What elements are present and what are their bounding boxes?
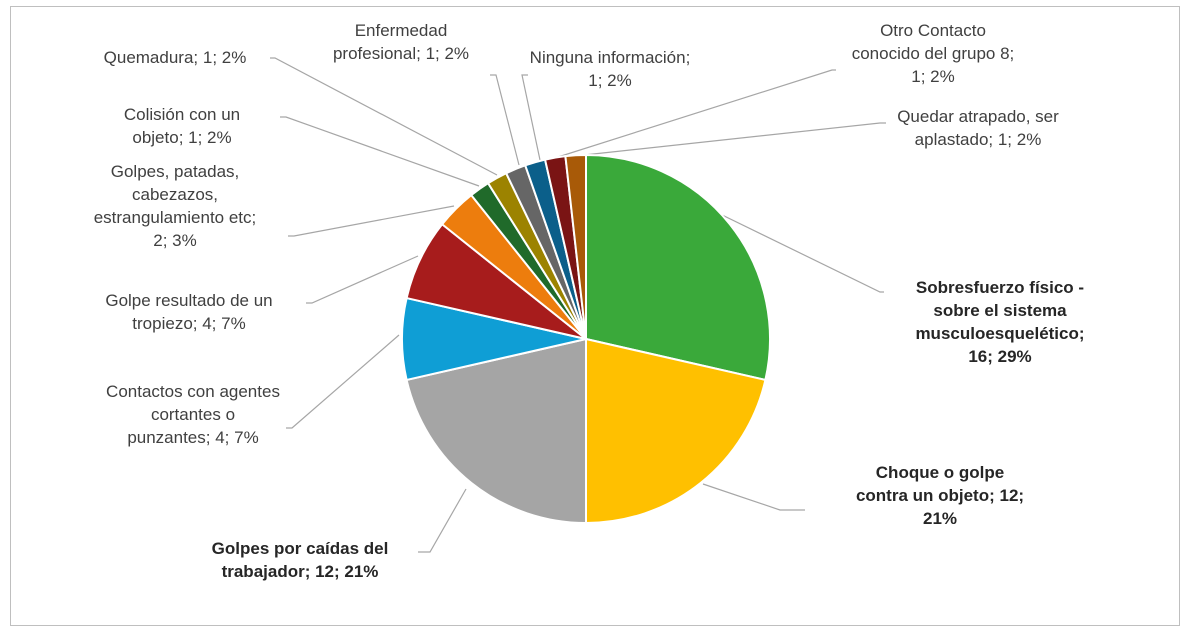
- leader-line-10: [557, 69, 836, 158]
- leader-line-3: [286, 334, 400, 429]
- data-label-5: Golpes, patadas, cabezazos, estrangulami…: [93, 162, 257, 250]
- pie-slice-11: [564, 153, 587, 340]
- data-label-7: Quemadura; 1; 2%: [103, 48, 247, 67]
- leader-line-11: [574, 122, 886, 157]
- leader-line-1: [702, 483, 805, 511]
- data-label-6: Colisión con un objeto; 1; 2%: [123, 105, 241, 147]
- leader-line-7: [270, 57, 498, 176]
- data-label-2: Golpes por caídas del trabajador; 12; 21…: [211, 539, 389, 581]
- leader-line-6: [280, 116, 480, 187]
- data-label-1: Choque o golpe contra un objeto; 12; 21%: [855, 463, 1025, 528]
- data-label-3: Contactos con agentes cortantes o punzan…: [106, 382, 280, 447]
- data-label-0: Sobresfuerzo físico - sobre el sistema m…: [915, 278, 1085, 366]
- leader-line-4: [306, 255, 419, 304]
- leader-line-8: [490, 74, 520, 166]
- leader-line-9: [521, 74, 541, 161]
- pie-slice-0: [585, 153, 771, 382]
- data-label-8: Enfermedad profesional; 1; 2%: [332, 21, 470, 63]
- leader-line-2: [418, 488, 467, 553]
- data-label-4: Golpe resultado de un tropiezo; 4; 7%: [105, 291, 273, 333]
- pie-slices: [401, 153, 771, 525]
- data-label-10: Otro Contacto conocido del grupo 8; 1; 2…: [851, 21, 1015, 86]
- leader-line-0: [715, 211, 884, 293]
- data-label-9: Ninguna información; 1; 2%: [529, 48, 691, 90]
- data-label-11: Quedar atrapado, ser aplastado; 1; 2%: [897, 107, 1059, 149]
- leader-line-5: [288, 205, 455, 237]
- pie-slice-1: [585, 337, 767, 525]
- leader-lines: [270, 57, 886, 553]
- pie-slice-2: [405, 337, 587, 525]
